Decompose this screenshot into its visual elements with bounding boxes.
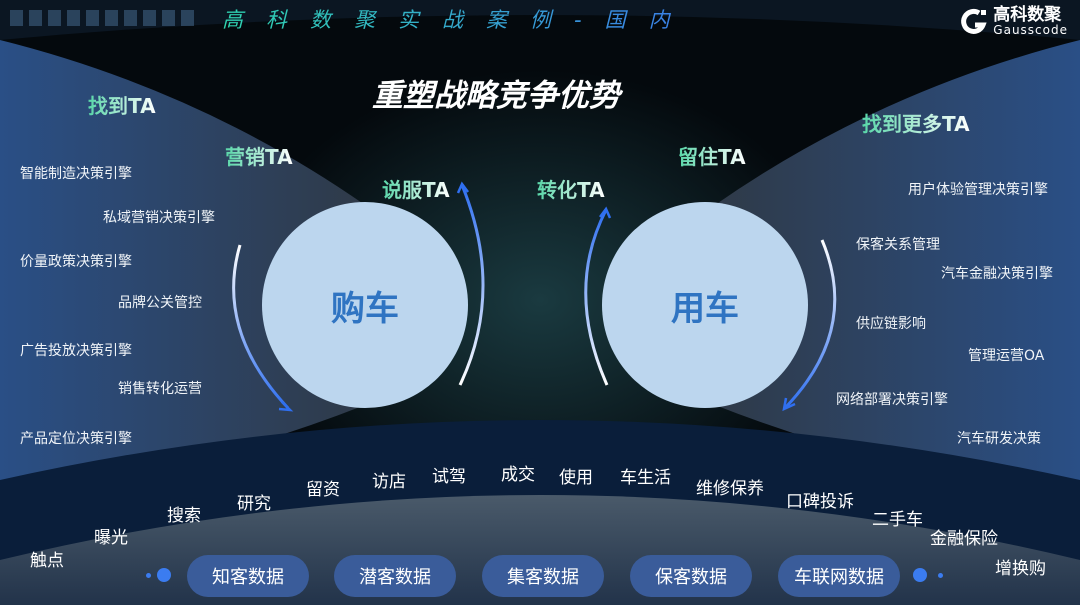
header-title: 高科数聚实战案例-国内 xyxy=(222,4,693,34)
engine-item: 价量政策决策引擎 xyxy=(20,254,132,270)
stage-label: 成交 xyxy=(501,465,535,485)
data-pill-qianke: 潜客数据 xyxy=(334,555,456,597)
dot-decoration xyxy=(938,573,943,578)
engine-item: 汽车金融决策引擎 xyxy=(941,266,1053,282)
stage-label: 试驾 xyxy=(432,467,466,487)
stage-label: 触点 xyxy=(30,551,64,571)
engine-item: 网络部署决策引擎 xyxy=(836,392,948,408)
engine-item: 广告投放决策引擎 xyxy=(20,343,132,359)
ta-label: 说服TA xyxy=(382,174,450,203)
stage-label: 研究 xyxy=(237,494,271,514)
stage-label: 留资 xyxy=(306,480,340,500)
ta-label: 营销TA xyxy=(225,141,293,170)
header-decoration xyxy=(10,10,194,26)
logo-icon xyxy=(961,8,987,34)
stage-label: 搜索 xyxy=(167,506,201,526)
engine-item: 品牌公关管控 xyxy=(118,295,202,311)
stage-label: 使用 xyxy=(559,468,593,488)
data-pill-zhike: 知客数据 xyxy=(187,555,309,597)
ta-label: 留住TA xyxy=(678,141,746,170)
engine-item: 管理运营OA xyxy=(968,348,1045,364)
ta-label: 找到更多TA xyxy=(862,108,970,137)
engine-item: 用户体验管理决策引擎 xyxy=(908,182,1048,198)
stage-label: 口碑投诉 xyxy=(786,492,854,512)
arc-left-outer xyxy=(232,244,290,410)
data-pill-cheliangwang: 车联网数据 xyxy=(778,555,900,597)
dot-decoration xyxy=(157,568,171,582)
stage-label: 访店 xyxy=(372,472,406,492)
engine-item: 私域营销决策引擎 xyxy=(103,210,215,226)
ta-label: 找到TA xyxy=(88,90,156,119)
stage-label: 曝光 xyxy=(94,528,128,548)
circle-use-car: 用车 xyxy=(602,202,808,408)
stage-label: 维修保养 xyxy=(696,479,764,499)
dot-decoration xyxy=(913,568,927,582)
data-pill-baoke: 保客数据 xyxy=(630,555,752,597)
main-title: 重塑战略竞争优势 xyxy=(372,78,620,114)
engine-item: 产品定位决策引擎 xyxy=(20,431,132,447)
engine-item: 汽车研发决策 xyxy=(957,431,1041,447)
stage-label: 增换购 xyxy=(995,559,1046,579)
logo: 高科数聚 Gausscode xyxy=(959,6,1068,37)
stage-label: 二手车 xyxy=(872,510,923,530)
engine-item: 销售转化运营 xyxy=(118,381,202,397)
engine-item: 供应链影响 xyxy=(856,316,926,332)
circle-buy-car: 购车 xyxy=(262,202,468,408)
ta-label: 转化TA xyxy=(537,174,605,203)
stage-label: 车生活 xyxy=(620,468,671,488)
data-pill-jike: 集客数据 xyxy=(482,555,604,597)
engine-item: 智能制造决策引擎 xyxy=(20,166,132,182)
stage-label: 金融保险 xyxy=(930,529,998,549)
dot-decoration xyxy=(146,573,151,578)
engine-item: 保客关系管理 xyxy=(856,237,940,253)
